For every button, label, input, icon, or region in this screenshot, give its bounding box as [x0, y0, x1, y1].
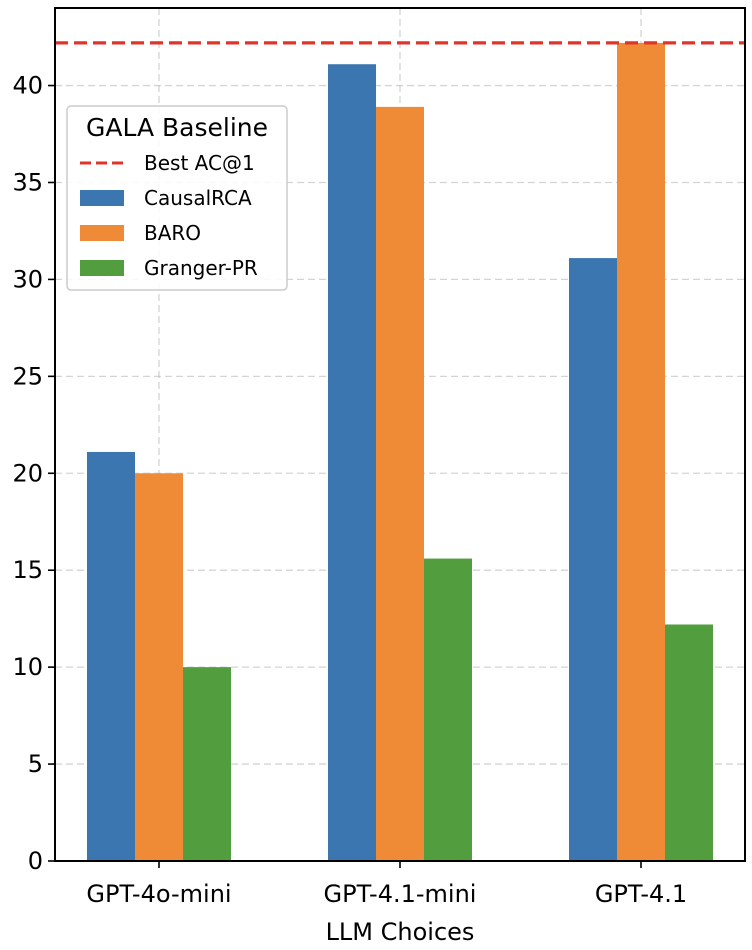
bar-causalrca-gpt-4-1	[569, 258, 617, 861]
legend: GALA Baseline Best AC@1 CausalRCA BARO Gra…	[66, 105, 288, 291]
x-tick-label: GPT-4.1	[595, 880, 687, 908]
legend-label-baro: BARO	[144, 221, 201, 245]
legend-title: GALA Baseline	[86, 113, 268, 142]
legend-label-best-ac1: Best AC@1	[144, 151, 255, 175]
legend-label-granger-pr: Granger-PR	[144, 256, 258, 280]
x-axis: GPT-4o-mini GPT-4.1-mini GPT-4.1	[86, 861, 687, 908]
y-tick-label: 40	[12, 72, 43, 100]
legend-swatch-granger-pr	[80, 260, 124, 276]
y-tick-label: 30	[12, 265, 43, 293]
legend-box	[66, 105, 288, 291]
y-tick-label: 10	[12, 653, 43, 681]
y-tick-label: 20	[12, 459, 43, 487]
bars	[87, 42, 713, 862]
y-tick-label: 15	[12, 556, 43, 584]
bar-baro-gpt-4-1-mini	[376, 106, 424, 861]
legend-swatch-causalrca	[80, 190, 124, 206]
x-axis-title: LLM Choices	[326, 918, 475, 946]
legend-swatch-baro	[80, 225, 124, 241]
bar-causalrca-gpt-4o-mini	[87, 451, 135, 861]
y-axis: 0 5 10 15 20 25 30 35 40	[12, 72, 55, 875]
y-tick-label: 25	[12, 362, 43, 390]
bar-baro-gpt-4-1	[617, 42, 665, 862]
y-tick-label: 5	[28, 750, 43, 778]
legend-label-causalrca: CausalRCA	[144, 186, 252, 210]
bar-causalrca-gpt-4-1-mini	[328, 64, 376, 861]
bar-baro-gpt-4o-mini	[135, 473, 183, 861]
x-tick-label: GPT-4o-mini	[86, 880, 231, 908]
y-tick-label: 35	[12, 168, 43, 196]
x-tick-label: GPT-4.1-mini	[324, 880, 477, 908]
bar-granger-pr-gpt-4-1-mini	[424, 558, 472, 861]
y-tick-label: 0	[28, 847, 43, 875]
bar-granger-pr-gpt-4o-mini	[183, 667, 231, 861]
bar-granger-pr-gpt-4-1	[665, 624, 713, 861]
